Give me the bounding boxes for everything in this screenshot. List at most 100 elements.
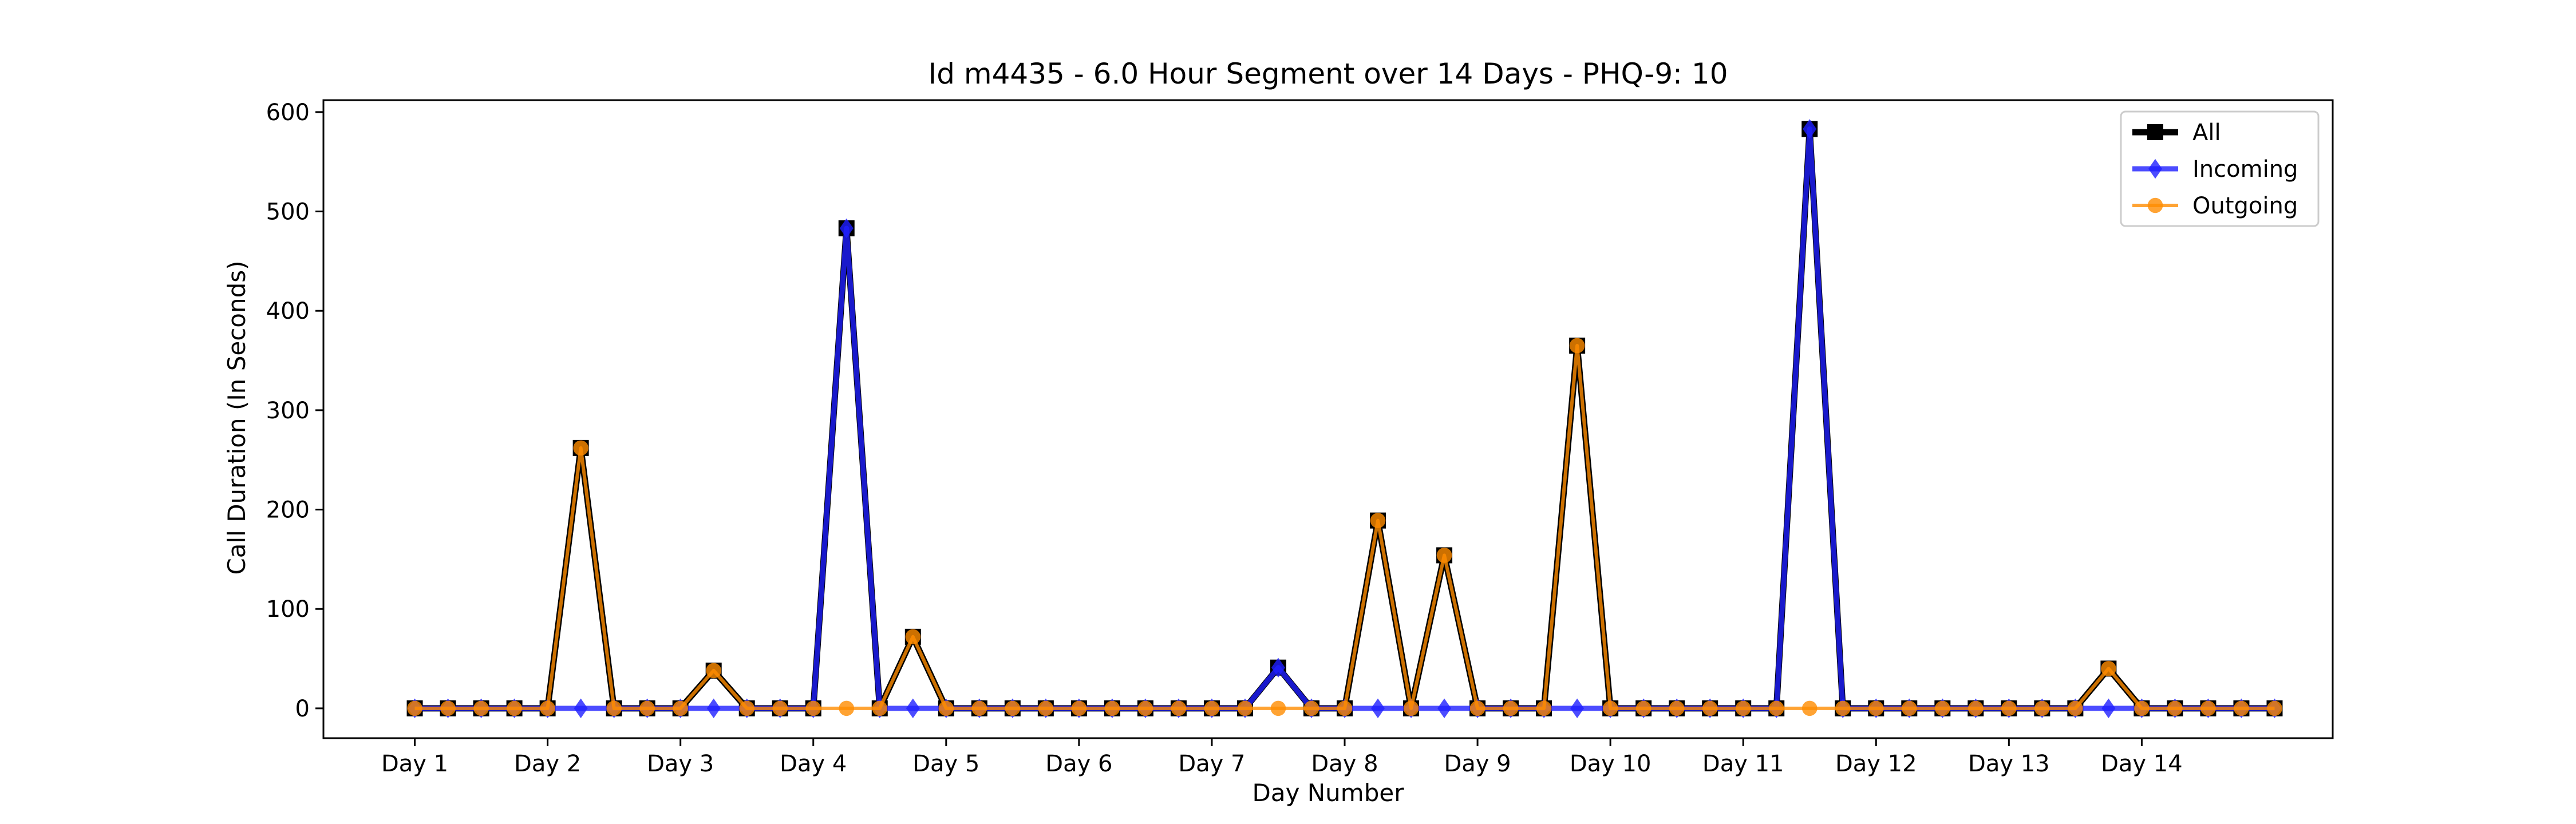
- data-point-outgoing: [1801, 700, 1818, 716]
- data-point-incoming: [574, 698, 588, 719]
- data-point-outgoing: [1204, 700, 1220, 716]
- y-tick-label: 600: [266, 100, 310, 126]
- legend-marker: [2148, 159, 2162, 179]
- data-point-outgoing: [1071, 700, 1087, 716]
- data-point-outgoing: [1669, 700, 1685, 716]
- legend-frame: [2120, 110, 2320, 227]
- data-point-outgoing: [772, 700, 788, 716]
- x-tick-label: Day 3: [647, 751, 714, 777]
- x-tick-label: Day 4: [780, 751, 847, 777]
- data-point-outgoing: [1536, 700, 1552, 716]
- data-point-outgoing: [1935, 700, 1950, 716]
- data-point-incoming: [1803, 119, 1817, 139]
- data-point-outgoing: [2134, 700, 2150, 716]
- data-point-outgoing: [1635, 700, 1652, 716]
- data-point-outgoing: [1237, 700, 1253, 716]
- data-point-outgoing: [1270, 700, 1286, 716]
- y-tick-label: 400: [266, 298, 310, 324]
- data-point-outgoing: [1702, 700, 1718, 716]
- data-point-outgoing: [639, 700, 655, 716]
- legend-label: Outgoing: [2192, 193, 2298, 219]
- data-point-outgoing: [1569, 338, 1585, 354]
- data-point-outgoing: [1171, 700, 1187, 716]
- data-point-outgoing: [1104, 700, 1120, 716]
- data-point-outgoing: [2068, 700, 2083, 716]
- plot-frame: [322, 99, 2334, 739]
- x-axis-title: Day Number: [1252, 779, 1404, 807]
- data-point-outgoing: [971, 700, 987, 716]
- x-tick-label: Day 1: [381, 751, 448, 777]
- data-point-outgoing: [2200, 700, 2216, 716]
- y-tick-label: 500: [266, 199, 310, 225]
- x-axis: Day 1 Day 2 Day 3 Day 4 Day 5 Day 6 Day 7 Day 8…: [381, 738, 2183, 777]
- data-point-outgoing: [473, 700, 489, 716]
- data-point-outgoing: [1337, 700, 1353, 716]
- x-tick-label: Day 10: [1570, 751, 1652, 777]
- data-point-incoming: [1437, 698, 1452, 719]
- x-tick-label: Day 8: [1311, 751, 1378, 777]
- plot-area: [322, 99, 2334, 739]
- legend-label: All: [2192, 120, 2221, 146]
- x-tick-label: Day 11: [1702, 751, 1784, 777]
- data-point-outgoing: [1968, 700, 1984, 716]
- data-point-outgoing: [1768, 700, 1784, 716]
- data-point-outgoing: [706, 663, 721, 679]
- data-point-outgoing: [905, 629, 921, 645]
- y-axis: 0 100 200 300 400 500 600: [266, 100, 323, 722]
- data-point-outgoing: [1503, 700, 1519, 716]
- data-point-outgoing: [1436, 548, 1452, 563]
- data-point-outgoing: [606, 700, 622, 716]
- data-point-outgoing: [1602, 700, 1618, 716]
- data-point-outgoing: [1469, 700, 1485, 716]
- data-point-outgoing: [1005, 700, 1021, 716]
- data-point-outgoing: [1370, 513, 1386, 528]
- data-point-outgoing: [1901, 700, 1917, 716]
- y-tick-label: 300: [266, 398, 310, 424]
- data-point-outgoing: [1735, 700, 1751, 716]
- series-line-outgoing: [414, 343, 2275, 710]
- data-point-outgoing: [938, 700, 954, 716]
- data-point-outgoing: [1038, 700, 1054, 716]
- data-point-outgoing: [2101, 661, 2116, 676]
- data-point-outgoing: [872, 700, 888, 716]
- legend: All Incoming Outgoing: [2120, 110, 2320, 227]
- data-point-incoming: [839, 218, 854, 239]
- data-point-outgoing: [1137, 700, 1153, 716]
- data-point-outgoing: [1403, 700, 1419, 716]
- x-tick-label: Day 12: [1835, 751, 1917, 777]
- data-point-outgoing: [739, 700, 755, 716]
- legend-item-outgoing: Outgoing: [2132, 193, 2298, 219]
- data-point-outgoing: [2167, 700, 2183, 716]
- x-tick-label: Day 6: [1045, 751, 1112, 777]
- y-axis-title: Call Duration (In Seconds): [223, 260, 251, 575]
- data-point-incoming: [1271, 657, 1285, 678]
- data-point-outgoing: [2234, 700, 2249, 716]
- data-point-outgoing: [1303, 700, 1319, 716]
- data-point-outgoing: [407, 700, 422, 716]
- data-point-incoming: [2101, 698, 2116, 719]
- data-point-outgoing: [573, 440, 588, 456]
- data-point-outgoing: [2034, 700, 2050, 716]
- x-tick-label: Day 5: [912, 751, 979, 777]
- x-tick-label: Day 14: [2101, 751, 2183, 777]
- legend-marker: [2147, 124, 2163, 140]
- legend-label: Incoming: [2192, 156, 2298, 183]
- data-point-outgoing: [1835, 700, 1851, 716]
- data-point-outgoing: [673, 700, 688, 716]
- data-point-outgoing: [839, 700, 855, 716]
- x-tick-label: Day 13: [1968, 751, 2050, 777]
- x-tick-label: Day 7: [1178, 751, 1245, 777]
- data-point-incoming: [1570, 698, 1585, 719]
- data-point-incoming: [906, 698, 920, 719]
- data-point-incoming: [706, 698, 721, 719]
- series-line-all: [414, 125, 2275, 712]
- y-tick-label: 0: [295, 696, 310, 722]
- data-point-outgoing: [2267, 700, 2282, 716]
- chart-title: Id m4435 - 6.0 Hour Segment over 14 Days…: [928, 57, 1728, 90]
- series-incoming: [408, 119, 2282, 719]
- data-point-outgoing: [2001, 700, 2017, 716]
- data-point-outgoing: [540, 700, 555, 716]
- legend-marker: [2147, 197, 2163, 213]
